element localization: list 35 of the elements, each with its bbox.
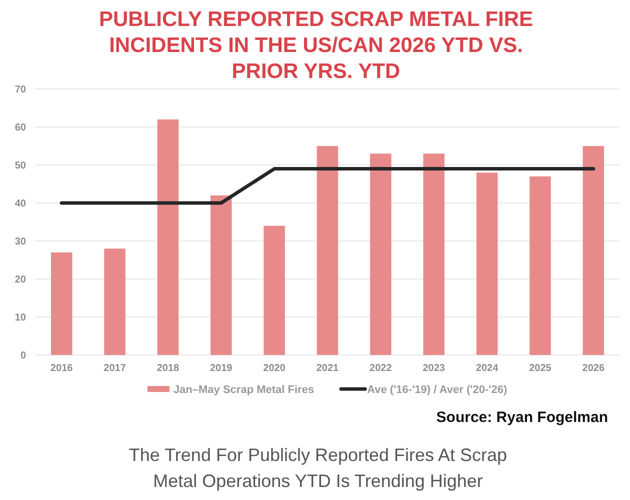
y-tick-label: 10 <box>14 312 26 324</box>
x-tick-label: 2016 <box>50 363 74 374</box>
y-tick-label: 30 <box>14 236 26 248</box>
x-tick-label: 2018 <box>156 363 180 374</box>
x-tick-label: 2021 <box>316 363 340 374</box>
y-tick-label: 70 <box>14 84 26 96</box>
chart-title: PUBLICLY REPORTED SCRAP METAL FIRE INCIDENTS IN THE US/CAN 2026 YTD VS. PRIOR YRS. YTD <box>98 8 534 83</box>
source-note: Source: Ryan Fogelman <box>436 409 608 426</box>
text: The Trend For Publicly Reported Fires At Scrap Metal Operations YTD Is Trending Higher <box>128 445 508 491</box>
bar <box>370 154 392 355</box>
y-tick-label: 60 <box>14 122 26 134</box>
x-tick-label: 2022 <box>370 363 392 374</box>
x-tick-label: 2020 <box>263 363 286 374</box>
x-tick-label: 2026 <box>582 363 605 374</box>
x-tick-label: 2025 <box>529 363 552 374</box>
bar <box>264 226 285 355</box>
legend-label: Ave ('16-'19) / Aver ('20-'26) <box>367 384 508 396</box>
bar <box>316 146 338 355</box>
x-tick-label: 2023 <box>422 363 446 374</box>
bar <box>210 195 232 355</box>
y-tick-label: 40 <box>14 198 26 210</box>
y-tick-label: 20 <box>14 274 26 286</box>
bar <box>50 252 72 355</box>
y-tick-label: 50 <box>14 160 26 172</box>
bar <box>423 154 444 355</box>
bar <box>530 176 551 355</box>
legend-label: Jan–May Scrap Metal Fires <box>173 384 314 396</box>
x-tick-label: 2017 <box>104 363 126 374</box>
bar <box>476 172 498 355</box>
y-tick-label: 0 <box>20 350 26 362</box>
bar <box>104 248 126 355</box>
bar <box>157 119 179 355</box>
bar <box>582 146 604 355</box>
x-tick-label: 2024 <box>476 363 499 374</box>
x-tick-label: 2019 <box>210 363 233 374</box>
